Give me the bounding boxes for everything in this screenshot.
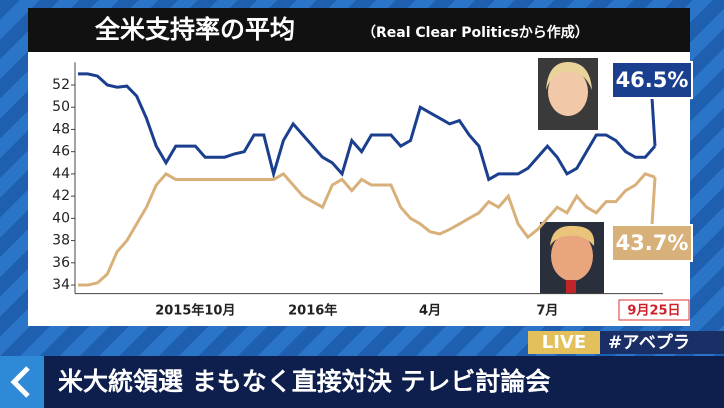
- portrait-trump: [540, 222, 604, 294]
- y-tick-label: 48: [52, 121, 70, 137]
- y-tick-label: 36: [52, 255, 70, 271]
- headline: 米大統領選 まもなく直接対決 テレビ討論会: [58, 367, 550, 396]
- chart-content: 34 36 38 40 42 44 46 48 50 52 2015年10月 2016年 4月 7月 9月2…: [52, 61, 693, 321]
- value-label: 43.7%: [616, 231, 689, 255]
- x-tick-label: 2016年: [288, 303, 337, 319]
- label-leader: [650, 177, 657, 226]
- y-tick-label: 38: [52, 233, 70, 249]
- y-tick-label: 46: [52, 144, 70, 160]
- portrait-clinton: [538, 58, 598, 130]
- series-line: [78, 171, 656, 287]
- live-badge: [528, 331, 600, 354]
- value-label-box: [611, 61, 693, 99]
- x-tick-label: 2015年10月: [155, 303, 235, 319]
- y-tick-label: 52: [52, 77, 70, 93]
- headline-bar: [0, 356, 724, 408]
- chart-subtitle: （Real Clear Politicsから作成）: [362, 24, 589, 41]
- x-tick-label: 4月: [419, 304, 441, 319]
- y-tick-label: 50: [52, 99, 70, 115]
- y-tick-label: 42: [52, 188, 70, 204]
- chevron: [10, 366, 30, 398]
- title-bar: [28, 8, 690, 52]
- label-leader: [650, 97, 657, 147]
- value-label-box: [611, 224, 693, 262]
- live-text: LIVE: [542, 332, 586, 353]
- date-box: [618, 299, 690, 321]
- y-tick-label: 34: [52, 277, 70, 293]
- y-tick-label: 44: [52, 166, 70, 182]
- back-button[interactable]: [0, 356, 44, 408]
- y-tick-label: 40: [52, 210, 70, 226]
- x-tick-label: 7月: [536, 304, 558, 319]
- chart-title: 全米支持率の平均: [94, 15, 295, 44]
- value-label: 46.5%: [616, 68, 689, 92]
- hashtag: #アベプラ: [608, 332, 690, 353]
- hashtag-bg: [600, 331, 724, 354]
- series-line: [78, 72, 657, 182]
- x-tick-label: 9月25日: [627, 304, 680, 319]
